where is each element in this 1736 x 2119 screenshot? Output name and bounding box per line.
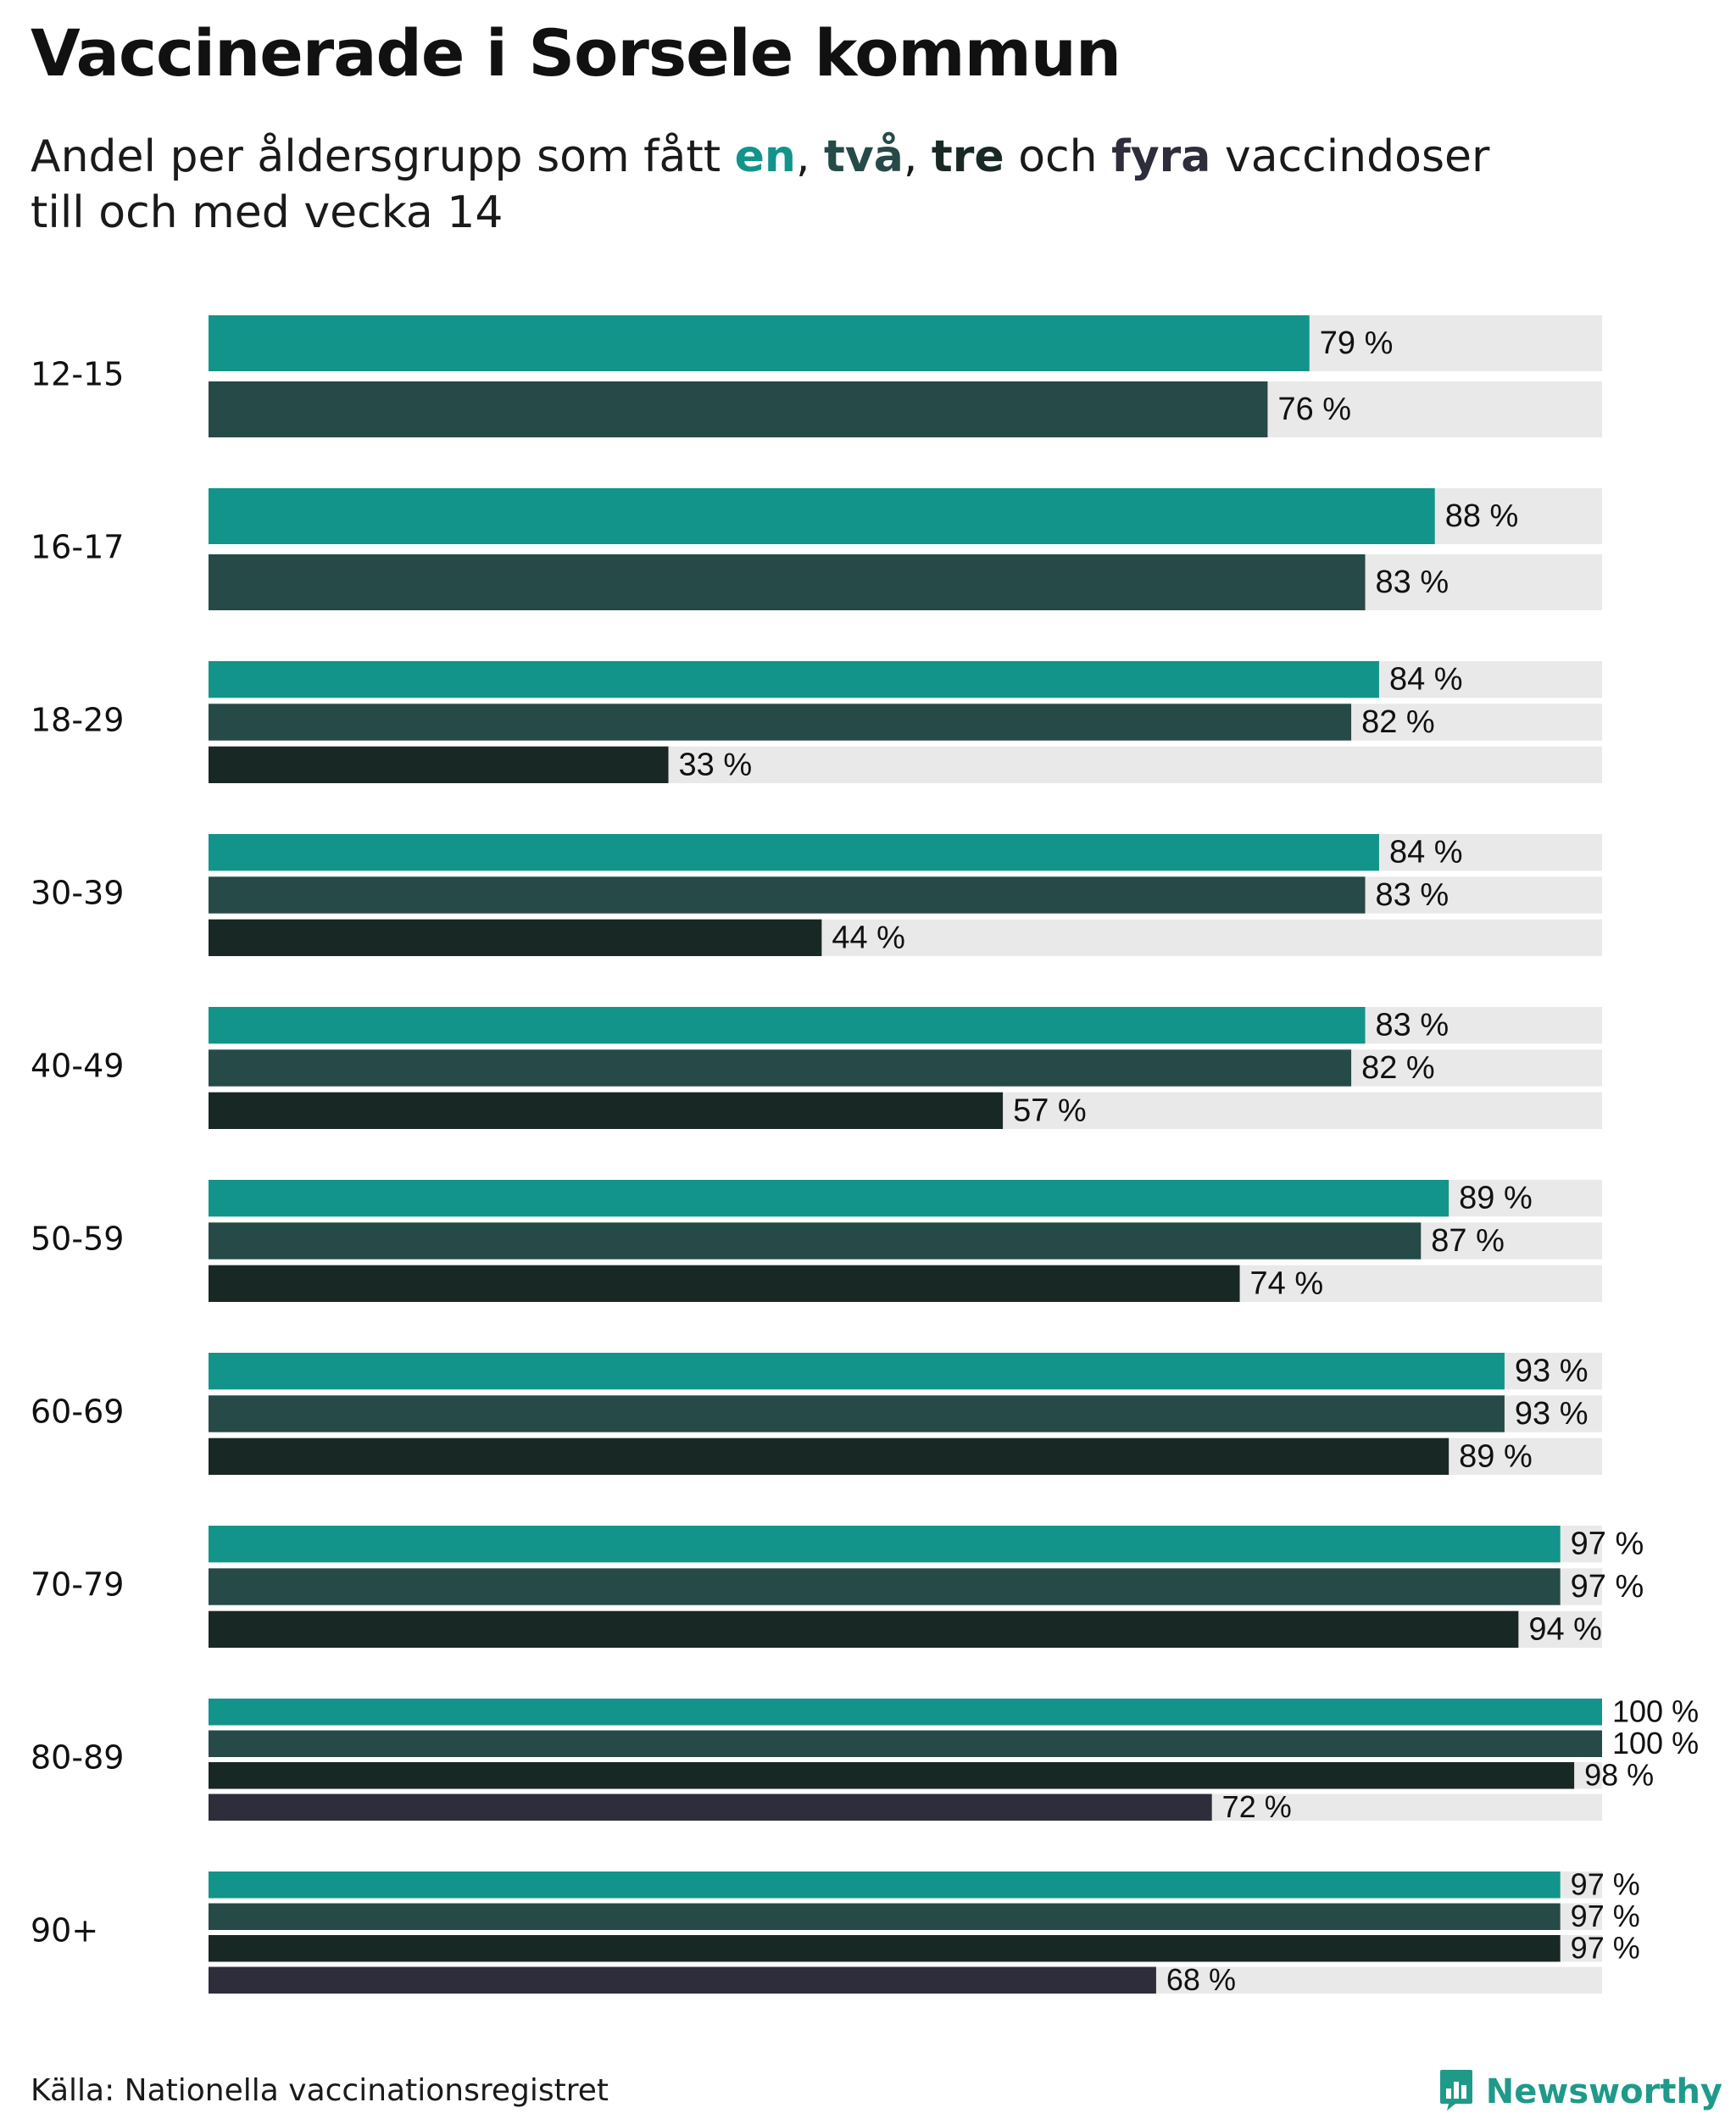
bar-tre xyxy=(209,1092,1004,1129)
data-label: 97 % xyxy=(1571,1899,1640,1933)
category-label: 30-39 xyxy=(31,875,124,912)
newsworthy-logo-icon xyxy=(1438,2068,1474,2116)
data-label: 82 % xyxy=(1361,704,1435,740)
data-label: 33 % xyxy=(679,747,753,782)
bar-tre xyxy=(209,1265,1240,1302)
data-label: 98 % xyxy=(1584,1757,1654,1792)
subtitle-keyword-fyra: fyra xyxy=(1111,131,1211,182)
bar-en xyxy=(209,1007,1366,1044)
bar-en xyxy=(209,1872,1561,1899)
subtitle-keyword-tva: två xyxy=(824,131,904,182)
category-label: 60-69 xyxy=(31,1393,124,1431)
subtitle-keyword-en: en xyxy=(734,131,796,182)
data-label: 57 % xyxy=(1013,1093,1087,1128)
bar-en xyxy=(209,1353,1505,1390)
data-label: 84 % xyxy=(1389,662,1463,698)
bar-en xyxy=(209,661,1379,698)
data-label: 89 % xyxy=(1459,1181,1533,1216)
data-label: 97 % xyxy=(1571,1569,1644,1605)
bar-tva xyxy=(209,704,1352,741)
data-label: 83 % xyxy=(1376,565,1449,600)
data-label: 93 % xyxy=(1515,1396,1589,1432)
data-label: 97 % xyxy=(1571,1866,1640,1901)
data-label: 82 % xyxy=(1361,1050,1435,1086)
data-label: 94 % xyxy=(1528,1611,1602,1647)
category-label: 50-59 xyxy=(31,1221,124,1258)
data-label: 79 % xyxy=(1320,325,1394,361)
bar-fyra xyxy=(209,1966,1156,1994)
category-label: 90+ xyxy=(31,1912,98,1949)
bar-en xyxy=(209,315,1310,371)
data-label: 87 % xyxy=(1431,1223,1505,1259)
bar-tva xyxy=(209,554,1366,610)
data-label: 72 % xyxy=(1222,1789,1292,1824)
bar-tre xyxy=(209,1935,1561,1962)
chart-title: Vaccinerade i Sorsele kommun xyxy=(31,15,1121,91)
subtitle-separator: , xyxy=(795,131,825,182)
data-label: 100 % xyxy=(1612,1726,1699,1760)
data-label: 44 % xyxy=(832,920,905,955)
bar-tre xyxy=(209,746,669,783)
data-label: 83 % xyxy=(1376,877,1449,913)
bar-tre xyxy=(209,1610,1519,1648)
bar-tva xyxy=(209,1730,1602,1757)
bar-tre xyxy=(209,919,822,956)
bar-tva xyxy=(209,1568,1561,1605)
bar-tva xyxy=(209,1395,1505,1432)
bar-fyra xyxy=(209,1794,1212,1821)
data-label: 84 % xyxy=(1389,835,1463,870)
subtitle-keyword-tre: tre xyxy=(931,131,1004,182)
data-label: 100 % xyxy=(1612,1694,1699,1728)
category-label: 40-49 xyxy=(31,1048,124,1085)
bar-tre xyxy=(209,1438,1449,1475)
brand-name: Newsworthy xyxy=(1485,2072,1722,2111)
bar-en xyxy=(209,1526,1561,1563)
bar-tva xyxy=(209,1222,1422,1260)
data-label: 76 % xyxy=(1277,392,1351,427)
subtitle-line-1: Andel per åldersgrupp som fått en, två, … xyxy=(31,129,1489,185)
subtitle-prefix: Andel per åldersgrupp som fått xyxy=(31,131,735,182)
data-label: 97 % xyxy=(1571,1930,1640,1965)
data-label: 68 % xyxy=(1166,1962,1236,1997)
bar-en xyxy=(209,834,1379,871)
bar-en xyxy=(209,488,1435,544)
subtitle-och: och xyxy=(1004,131,1112,182)
brand: Newsworthy xyxy=(1438,2068,1722,2116)
data-label: 74 % xyxy=(1250,1265,1324,1301)
subtitle-suffix: vaccindoser xyxy=(1210,131,1490,182)
data-label: 88 % xyxy=(1445,498,1519,534)
subtitle-line-2: till och med vecka 14 xyxy=(31,187,504,238)
bar-en xyxy=(209,1699,1602,1726)
category-label: 80-89 xyxy=(31,1739,124,1777)
category-label: 70-79 xyxy=(31,1566,124,1604)
bar-tre xyxy=(209,1762,1575,1789)
data-label: 89 % xyxy=(1459,1438,1533,1474)
data-label: 97 % xyxy=(1571,1527,1644,1562)
bar-tva xyxy=(209,1903,1561,1930)
data-label: 93 % xyxy=(1515,1354,1589,1389)
chart-subtitle: Andel per åldersgrupp som fått en, två, … xyxy=(31,129,1489,241)
category-label: 12-15 xyxy=(31,356,124,393)
subtitle-separator: , xyxy=(903,131,932,182)
category-label: 16-17 xyxy=(31,529,124,566)
bar-tva xyxy=(209,1049,1352,1087)
data-label: 83 % xyxy=(1376,1008,1449,1043)
source-note: Källa: Nationella vaccinationsregistret xyxy=(31,2073,609,2108)
bar-en xyxy=(209,1180,1449,1217)
bar-tva xyxy=(209,876,1366,914)
category-label: 18-29 xyxy=(31,702,124,739)
bar-tva xyxy=(209,381,1268,437)
